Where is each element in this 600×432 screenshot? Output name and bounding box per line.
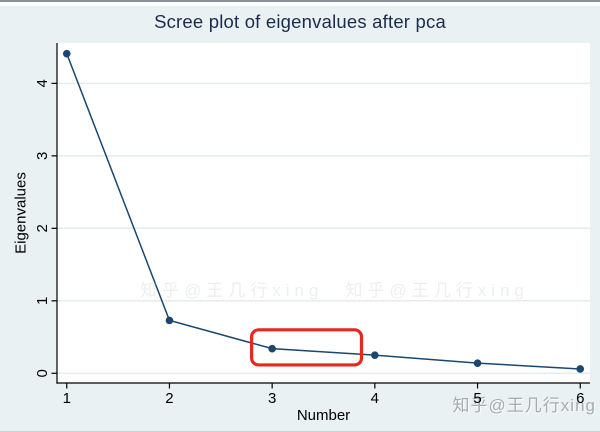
watermark-faint: 知乎@王几行xing 知乎@王几行xing [140, 281, 529, 300]
data-point [268, 344, 276, 353]
chart-title: Scree plot of eigenvalues after pca [154, 11, 446, 32]
y-axis-label: Eigenvalues [12, 172, 30, 254]
y-tick-label: 4 [34, 79, 51, 87]
x-tick-label: 2 [165, 390, 173, 407]
window-top-edge [0, 0, 600, 6]
y-tick-label: 0 [34, 369, 51, 377]
x-tick-label: 3 [268, 390, 276, 407]
annotation-rect [250, 328, 364, 367]
data-point [62, 49, 71, 58]
data-point [371, 351, 379, 359]
watermark: 知乎@王几行xing [452, 396, 596, 415]
x-tick-label: 4 [371, 390, 379, 407]
x-tick-label: 6 [576, 390, 584, 407]
x-axis-label: Number [296, 407, 351, 424]
y-tick-label: 2 [34, 224, 51, 232]
data-point [576, 365, 585, 373]
series-line [66, 53, 581, 370]
y-tick-label: 1 [34, 297, 51, 305]
plot-background [57, 43, 590, 383]
x-tick-label: 1 [63, 390, 71, 407]
y-tick-label: 3 [34, 152, 51, 160]
data-point [473, 359, 482, 367]
data-point [165, 316, 174, 325]
x-tick-label: 5 [473, 390, 481, 407]
